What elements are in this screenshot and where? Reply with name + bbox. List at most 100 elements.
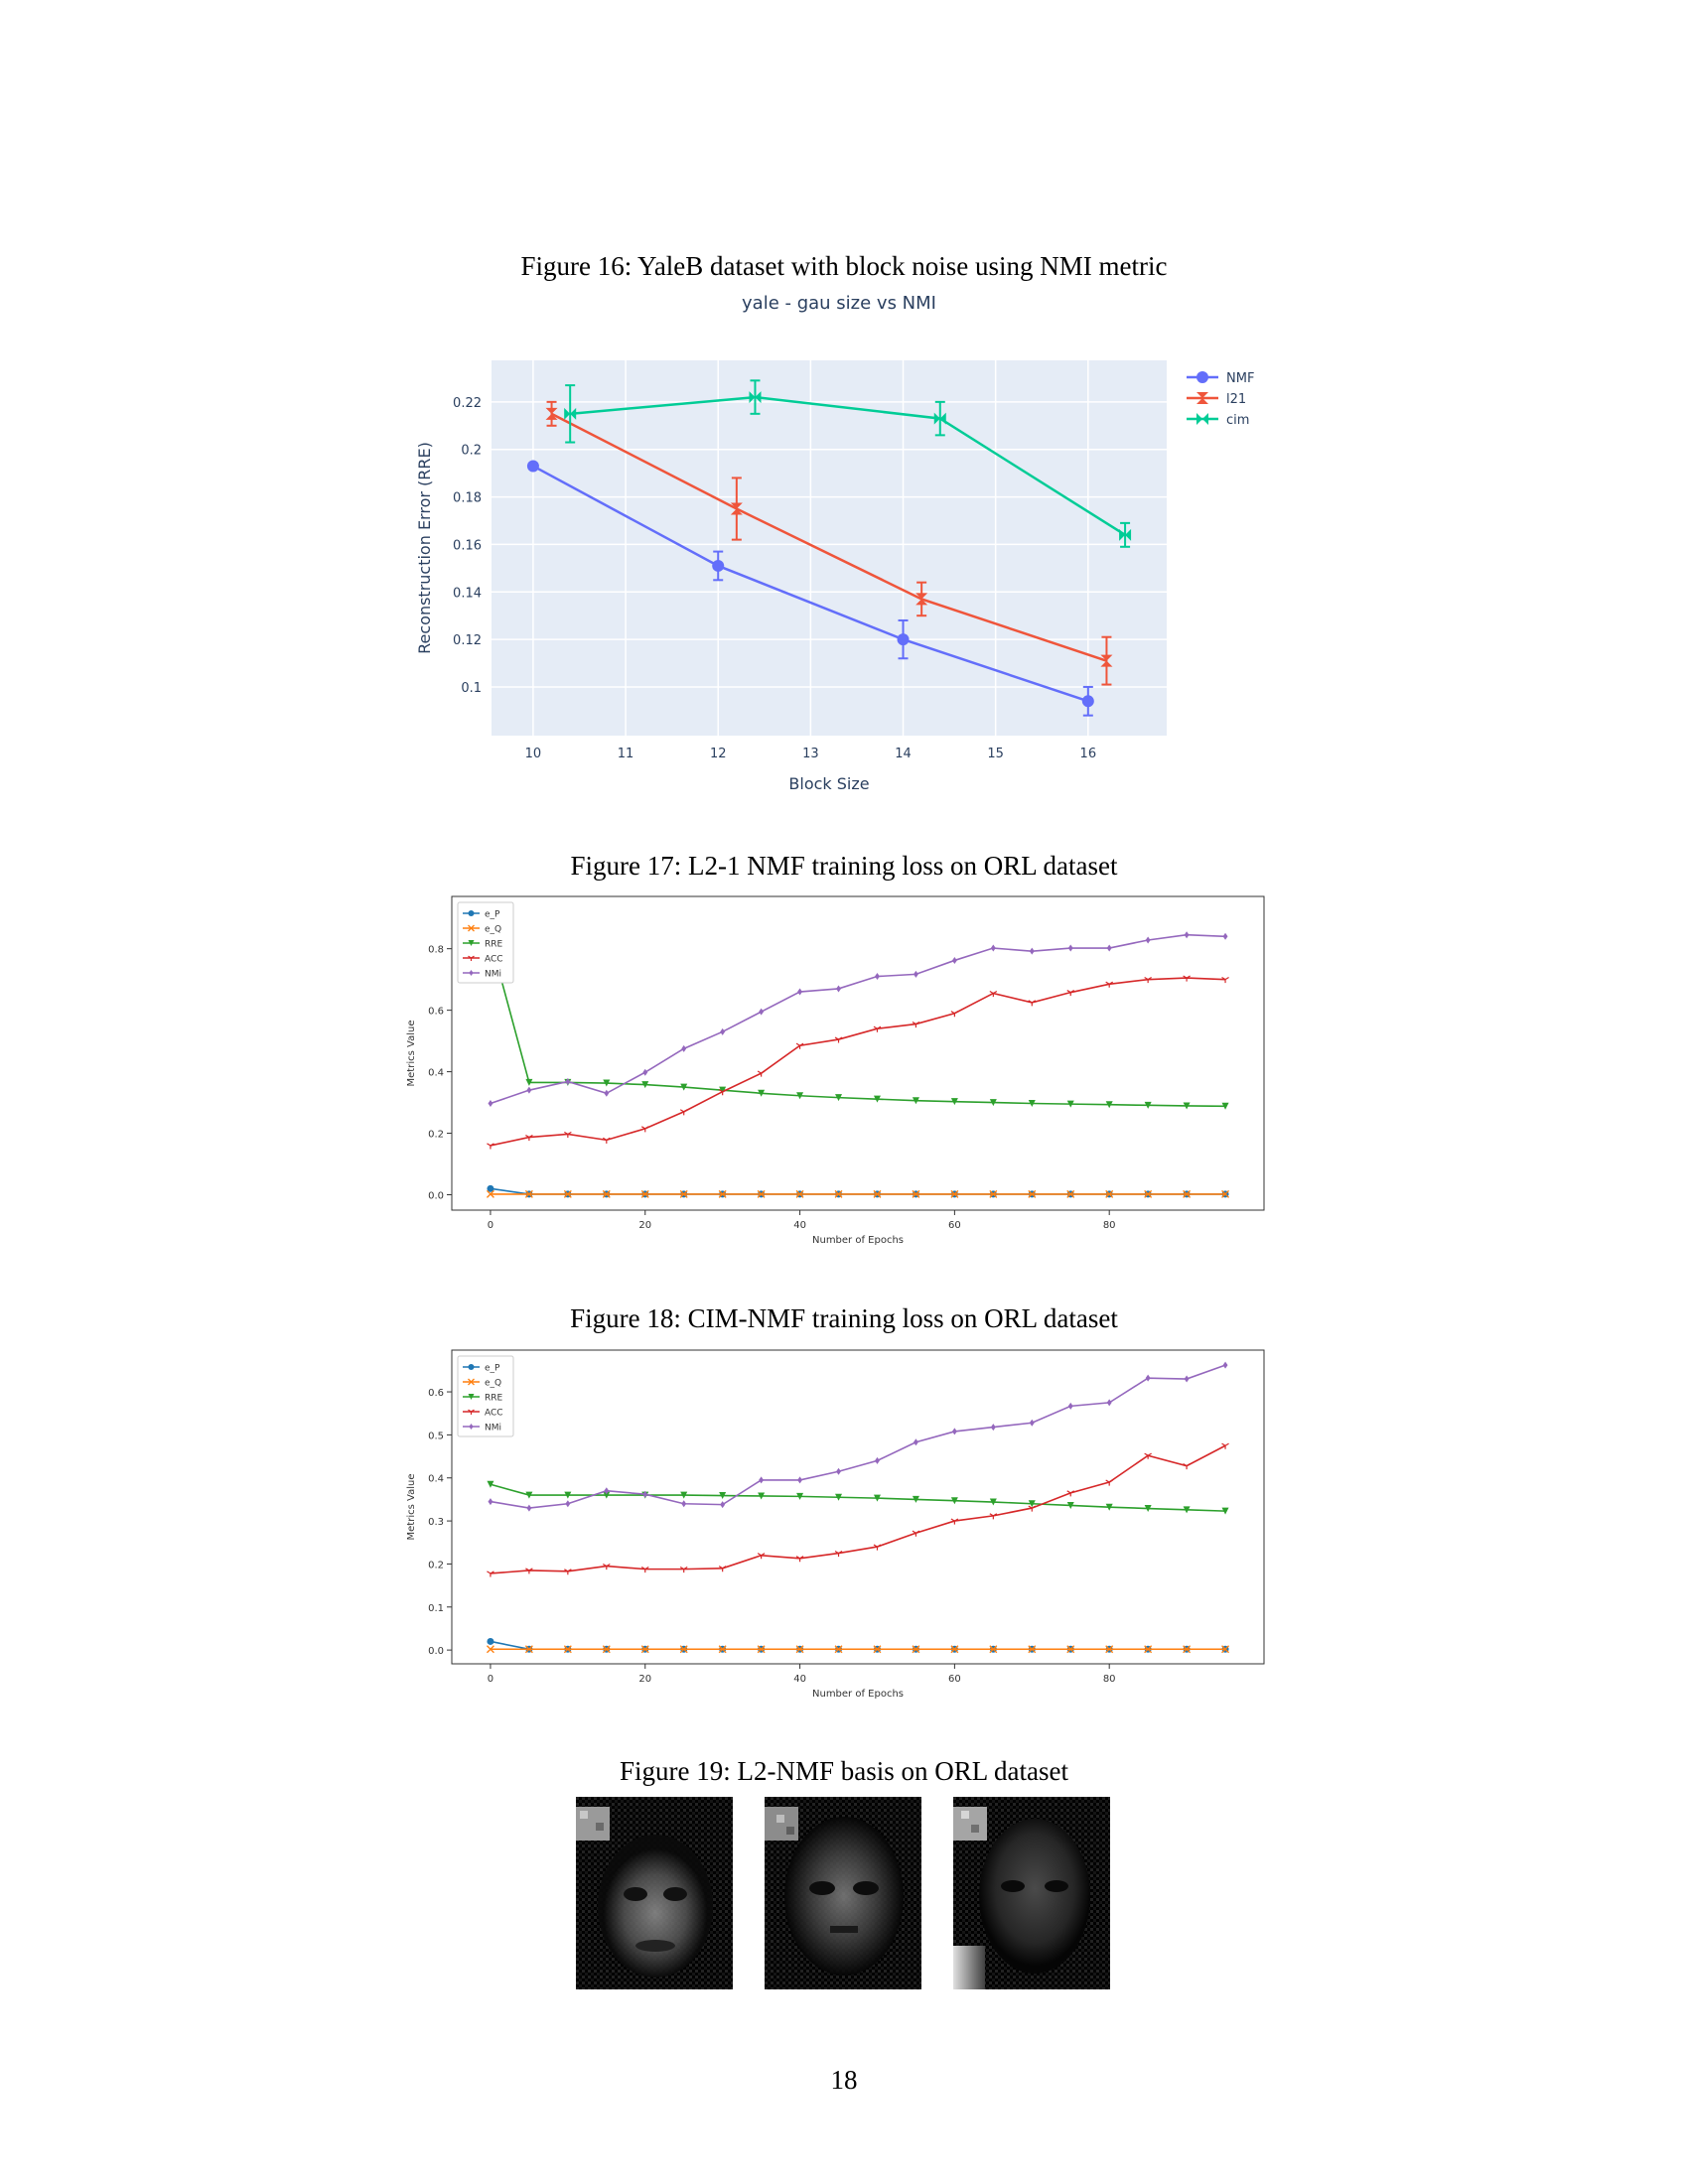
x-tick-label: 40 bbox=[793, 1220, 806, 1231]
series-ACC bbox=[487, 975, 1229, 1150]
y-tick-label: 0.0 bbox=[428, 1646, 444, 1657]
data-point bbox=[468, 1409, 475, 1415]
data-point bbox=[873, 1189, 882, 1198]
data-point bbox=[1183, 1189, 1192, 1198]
data-point bbox=[1221, 1442, 1229, 1449]
data-point bbox=[1144, 1505, 1152, 1513]
data-point bbox=[1196, 371, 1208, 383]
data-point bbox=[640, 1567, 649, 1573]
y-tick-label: 0.14 bbox=[453, 586, 482, 601]
data-point bbox=[757, 1070, 766, 1077]
data-point bbox=[641, 1081, 649, 1089]
x-tick-label: 0 bbox=[488, 1674, 493, 1685]
data-point bbox=[834, 1036, 843, 1043]
data-point bbox=[989, 1099, 997, 1107]
data-point bbox=[679, 1189, 688, 1198]
data-point bbox=[795, 1556, 804, 1563]
data-point bbox=[989, 1513, 998, 1520]
data-point bbox=[1067, 1402, 1073, 1410]
data-point bbox=[1105, 1189, 1114, 1198]
data-point bbox=[836, 985, 841, 993]
data-point bbox=[525, 1078, 533, 1086]
basis-image-1 bbox=[576, 1797, 733, 1994]
data-point bbox=[603, 1137, 611, 1144]
basis-image-2 bbox=[765, 1797, 921, 1994]
data-point bbox=[679, 1567, 688, 1573]
data-point bbox=[990, 1424, 996, 1432]
data-point bbox=[468, 910, 475, 916]
data-point bbox=[468, 1364, 475, 1370]
series-NMi bbox=[488, 1361, 1228, 1512]
data-point bbox=[913, 1438, 918, 1446]
data-point bbox=[603, 1563, 611, 1570]
data-point bbox=[487, 1143, 494, 1150]
x-tick-label: 60 bbox=[948, 1220, 961, 1231]
y-tick-label: 0.2 bbox=[461, 444, 482, 459]
data-point bbox=[603, 1491, 611, 1499]
data-point bbox=[1066, 1100, 1074, 1108]
data-point bbox=[718, 1645, 727, 1654]
data-point bbox=[603, 1079, 611, 1087]
plot-area bbox=[451, 895, 1265, 1211]
data-point bbox=[951, 956, 957, 964]
y-tick-label: 0.2 bbox=[428, 1560, 444, 1570]
y-tick-label: 0.4 bbox=[428, 1474, 444, 1485]
data-point bbox=[873, 1095, 881, 1103]
data-point bbox=[488, 1099, 493, 1107]
data-point bbox=[563, 1645, 572, 1654]
data-point bbox=[1221, 1645, 1230, 1654]
data-point bbox=[712, 559, 725, 572]
y-tick-label: 0.3 bbox=[428, 1517, 444, 1528]
data-point bbox=[486, 1645, 494, 1654]
data-point bbox=[1081, 695, 1094, 708]
data-point bbox=[564, 1491, 572, 1499]
x-tick-label: 14 bbox=[895, 747, 912, 761]
data-point bbox=[1066, 990, 1075, 997]
y-tick-label: 0.18 bbox=[453, 491, 482, 506]
data-point bbox=[835, 1094, 843, 1102]
figure-17-chart: 0 20 40 60 80 0.0 0.2 0.4 0.6 0.8 Number of Epochs… bbox=[406, 895, 1265, 1246]
x-axis-label: Block Size bbox=[788, 774, 869, 793]
series-line bbox=[490, 939, 1226, 1108]
legend-label: e_Q bbox=[485, 925, 501, 935]
data-point bbox=[1196, 392, 1208, 404]
x-axis-label: Number of Epochs bbox=[812, 1235, 904, 1246]
data-point bbox=[951, 1428, 957, 1435]
data-point bbox=[897, 633, 910, 646]
data-point bbox=[797, 988, 803, 996]
data-point bbox=[1029, 1419, 1035, 1427]
data-point bbox=[795, 1042, 804, 1049]
series-line bbox=[490, 1483, 1226, 1512]
data-point bbox=[1028, 1645, 1037, 1654]
data-point bbox=[679, 1645, 688, 1654]
legend-label: NMF bbox=[1226, 371, 1254, 386]
legend-label: RRE bbox=[485, 940, 503, 950]
data-point bbox=[1029, 947, 1035, 955]
series-NMF bbox=[526, 460, 1094, 717]
data-point bbox=[602, 1645, 611, 1654]
data-point bbox=[524, 1189, 533, 1198]
data-point bbox=[950, 1011, 959, 1018]
basis-image-3 bbox=[953, 1797, 1110, 1994]
data-point bbox=[564, 1569, 572, 1575]
x-tick-label: 16 bbox=[1080, 747, 1097, 761]
data-point bbox=[730, 502, 743, 515]
data-point bbox=[912, 1645, 920, 1654]
figure-18-chart: 0 20 40 60 80 0.0 0.1 0.2 0.3 0.4 0.5 0.6 Number of … bbox=[406, 1349, 1265, 1700]
data-point bbox=[757, 1189, 766, 1198]
data-point bbox=[487, 1637, 494, 1645]
legend-label: e_Q bbox=[485, 1379, 501, 1389]
y-tick-label: 0.22 bbox=[453, 396, 482, 411]
figure-16-chart: yale - gau size vs NMI 10 11 12 13 14 15 16 0.1 0… bbox=[415, 293, 1254, 793]
x-tick-label: 10 bbox=[525, 747, 542, 761]
y-tick-label: 0.0 bbox=[428, 1191, 444, 1202]
data-point bbox=[950, 1518, 959, 1525]
plot-area bbox=[451, 1349, 1265, 1665]
data-point bbox=[873, 1494, 881, 1502]
data-point bbox=[1144, 1101, 1152, 1109]
data-point bbox=[486, 1189, 494, 1198]
data-point bbox=[1028, 1099, 1036, 1107]
y-tick-label: 0.6 bbox=[428, 1007, 444, 1018]
series-e_Q bbox=[486, 1645, 1230, 1654]
data-point bbox=[758, 1089, 766, 1097]
